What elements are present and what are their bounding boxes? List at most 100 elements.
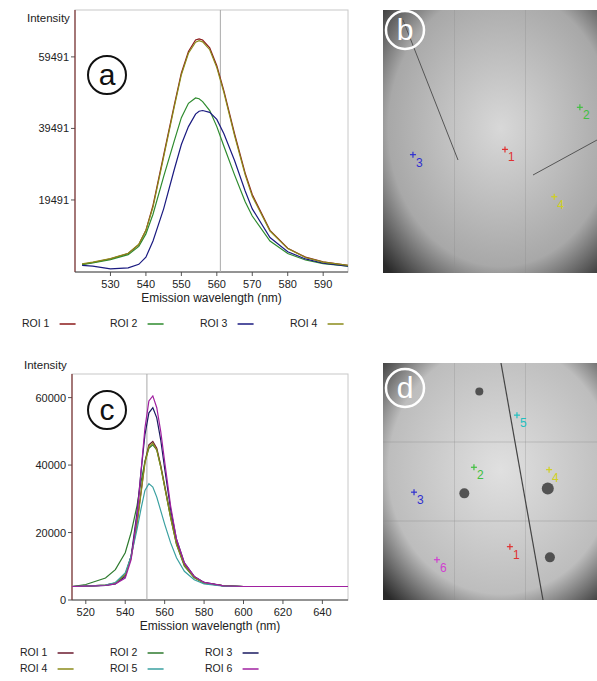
roi-marker [579,104,580,110]
x-tick [216,272,217,276]
roi-label: 1 [508,150,515,164]
x-tick [287,272,288,276]
roi-label: 1 [513,548,520,562]
image-area [383,363,597,600]
legend-label: ROI 1 [22,317,50,329]
x-tick [145,272,146,276]
micrograph: 3 1 2 4 b [383,10,597,273]
legend-label: ROI 4 [290,317,318,329]
roi-label: 6 [440,561,447,575]
roi-marker [548,467,549,473]
y-axis [74,10,75,272]
roi-label: 4 [557,198,564,212]
plot-area [72,374,348,600]
plot-frame [75,10,348,272]
roi-label: 2 [477,468,484,482]
roi-label: 5 [520,416,527,430]
series-line [72,441,348,586]
x-tick-label: 560 [208,278,226,290]
tile-seam [383,521,597,522]
roi-marker [413,489,414,495]
legend-swatch [243,652,259,654]
x-tick [204,600,205,604]
series-line [82,98,348,266]
legend-label: ROI 3 [205,646,233,658]
series-line [72,445,348,587]
x-tick-label: 540 [137,278,155,290]
legend-label: ROI 2 [110,646,138,658]
x-tick-label: 640 [313,606,331,618]
x-tick [181,272,182,276]
y-axis [71,374,72,600]
roi-marker [516,412,517,418]
legend-label: ROI 6 [205,662,233,674]
x-axis-title: Emission wavelength (nm) [141,291,282,305]
x-tick-label: 600 [234,606,252,618]
legend-label: ROI 4 [20,662,48,674]
legend-swatch [238,323,254,325]
micrograph: 524361d [383,363,597,600]
series-line [72,408,348,587]
x-tick [323,272,324,276]
x-tick-label: 620 [274,606,292,618]
scratch [533,140,597,175]
legend-swatch [243,668,259,670]
series-line [82,111,348,269]
roi-marker [554,194,555,200]
roi-label: 3 [416,156,423,170]
y-tick-label: 59491 [38,51,69,63]
legend-label: ROI 5 [110,662,138,674]
tile-seam [525,363,526,600]
chart: 0200004000060000520540560580600620640Int… [20,359,348,674]
legend-swatch [328,323,344,325]
y-axis-title: Intensity [27,12,70,24]
legend-swatch [148,323,164,325]
roi-marker [504,146,505,152]
panel-letter: d [397,371,414,404]
tile-seam [454,363,455,600]
tile-seam [454,10,455,273]
y-tick-label: 20000 [35,527,66,539]
roi-marker [436,557,437,563]
x-tick-label: 590 [314,278,332,290]
x-tick [243,600,244,604]
y-tick-label: 0 [60,594,66,606]
dark-spot [545,552,555,562]
roi-label: 2 [583,108,590,122]
legend-label: ROI 2 [110,317,138,329]
x-tick-label: 540 [116,606,134,618]
roi-marker [509,544,510,550]
panel-letter: c [100,393,115,426]
plot-area [82,10,348,272]
legend-swatch [60,323,76,325]
dark-spot [475,387,483,395]
x-tick [282,600,283,604]
panel-letter: b [397,13,414,46]
legend-label: ROI 3 [200,317,228,329]
x-tick-label: 560 [155,606,173,618]
x-axis-title: Emission wavelength (nm) [140,619,281,633]
x-tick-label: 520 [77,606,95,618]
image-area [383,10,597,273]
series-line [72,443,348,586]
cursor-line [220,10,221,272]
legend-swatch [148,652,164,654]
x-tick [322,600,323,604]
y-axis-title: Intensity [24,359,67,371]
figure: 194913949159491530540550560570580590Inte… [0,0,597,681]
x-tick-label: 580 [195,606,213,618]
x-axis [72,600,348,601]
panel-letter-ring [88,391,126,429]
chart: 194913949159491530540550560570580590Inte… [22,10,348,329]
legend-swatch [58,652,74,654]
y-tick-label: 39491 [38,122,69,134]
plot-frame [72,374,348,600]
x-tick [110,272,111,276]
legend-swatch [58,668,74,670]
x-tick [85,600,86,604]
x-tick-label: 530 [101,278,119,290]
panel-letter-ring [386,11,424,49]
roi-label: 4 [552,471,559,485]
y-tick-label: 60000 [35,392,66,404]
panel-letter-ring [88,56,126,94]
